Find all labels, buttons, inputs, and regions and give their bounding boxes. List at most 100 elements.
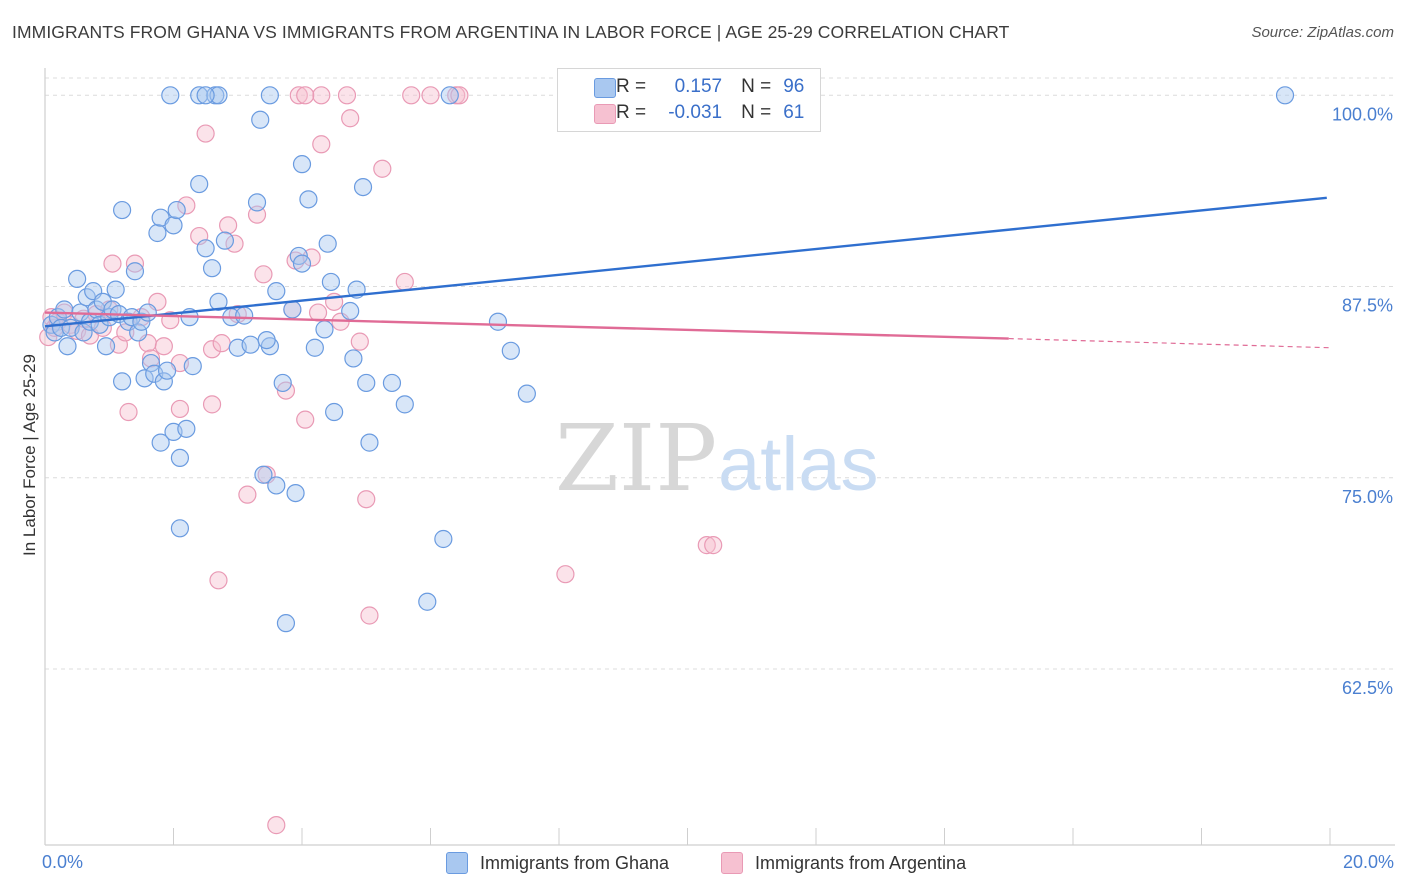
legend-swatch-argentina: [721, 852, 743, 874]
argentina-point: [337, 86, 357, 105]
ghana-point: [141, 353, 161, 373]
argentina-point: [697, 536, 716, 555]
ghana-point: [190, 86, 209, 105]
ghana-point: [247, 193, 267, 212]
ghana-point: [395, 395, 414, 414]
ghana-point: [161, 86, 180, 105]
ghana-trend-line: [44, 196, 1327, 328]
ghana-point: [257, 331, 276, 350]
ghana-point: [74, 323, 93, 342]
argentina-point: [360, 606, 379, 625]
argentina-point: [141, 349, 161, 368]
argentina-point: [402, 86, 421, 105]
ghana-point: [315, 320, 334, 339]
argentina-point: [103, 254, 122, 273]
legend-n-value-ghana: 96: [783, 76, 805, 97]
ghana-point: [112, 200, 132, 220]
ghana-point: [55, 300, 74, 319]
ghana-point: [190, 174, 209, 194]
ghana-point: [254, 465, 273, 484]
legend-item-argentina[interactable]: Immigrants from Argentina: [721, 852, 966, 874]
ghana-point: [325, 402, 344, 422]
argentina-point: [119, 402, 138, 422]
legend-swatch-argentina: [594, 104, 616, 124]
ghana-point: [151, 433, 170, 452]
legend-r-value-ghana: 0.157: [674, 76, 723, 97]
ghana-point: [215, 231, 234, 250]
ghana-point: [292, 155, 312, 174]
ghana-point: [235, 306, 254, 325]
argentina-point: [254, 265, 273, 284]
trend-lines: [44, 196, 1331, 349]
legend-r-value-argentina: -0.031: [668, 102, 723, 123]
argentina-point: [212, 334, 231, 353]
ghana-point: [418, 592, 437, 611]
argentina-point: [209, 571, 228, 590]
ghana-point: [434, 529, 453, 549]
ghana-point: [382, 373, 402, 393]
argentina-point: [267, 816, 286, 835]
ghana-point: [209, 292, 228, 311]
legend-row-ghana: R = 0.157 N = 96: [594, 74, 805, 100]
y-tick-label: 75.0%: [1342, 487, 1393, 507]
y-axis-label: In Labor Force | Age 25-29: [20, 354, 39, 556]
argentina-point: [556, 565, 575, 584]
argentina-point: [219, 216, 238, 235]
axes: [44, 68, 1395, 846]
argentina-point: [308, 303, 328, 322]
y-tick-labels: 62.5% 75.0% 87.5% 100.0%: [1332, 104, 1393, 698]
y-tick-label: 87.5%: [1342, 296, 1393, 316]
ghana-point: [321, 272, 341, 292]
ghana-point: [241, 335, 260, 354]
argentina-point: [196, 124, 215, 143]
argentina-point: [296, 86, 315, 105]
argentina-point: [289, 86, 308, 105]
ghana-point: [209, 86, 228, 105]
argentina-point: [357, 490, 376, 509]
ghana-point: [68, 269, 87, 288]
ghana-point: [318, 234, 337, 253]
ghana-point: [167, 200, 186, 220]
argentina-point: [125, 254, 145, 273]
watermark: ZIP atlas: [555, 405, 879, 512]
ghana-point: [273, 373, 292, 393]
ghana-point: [164, 216, 183, 235]
legend-item-ghana[interactable]: Immigrants from Ghana: [446, 852, 669, 874]
ghana-point: [202, 259, 222, 278]
argentina-point: [341, 109, 360, 128]
ghana-point: [276, 614, 296, 633]
ghana-point: [251, 110, 270, 129]
legend-label-ghana: Immigrants from Ghana: [480, 852, 670, 873]
argentina-point: [296, 410, 315, 429]
legend-row-argentina: R = -0.031 N = 61: [594, 100, 805, 126]
ghana-points: [42, 86, 1295, 633]
x-tick-min: 0.0%: [42, 852, 84, 872]
legend-n-value-argentina: 61: [783, 102, 805, 123]
ghana-point: [267, 282, 286, 301]
ghana-point: [170, 448, 190, 468]
ghana-point: [1275, 86, 1295, 105]
x-tick-max: 20.0%: [1342, 852, 1394, 872]
ghana-point: [93, 292, 112, 311]
argentina-point: [202, 395, 222, 414]
ghana-point: [267, 476, 286, 495]
legend-label-argentina: Immigrants from Argentina: [755, 852, 967, 873]
ghana-point: [360, 433, 379, 452]
ghana-point: [344, 349, 363, 368]
ghana-point: [353, 178, 373, 197]
argentina-trend-extension: [1008, 337, 1331, 349]
argentina-point: [350, 332, 369, 351]
chart-title: IMMIGRANTS FROM GHANA VS IMMIGRANTS FROM…: [12, 22, 1010, 42]
legend-r-label: R =: [616, 102, 647, 123]
ghana-point: [58, 337, 77, 356]
argentina-point: [154, 337, 173, 356]
ghana-point: [517, 384, 536, 403]
ghana-point: [154, 372, 173, 391]
ghana-point: [305, 338, 324, 357]
ghana-point: [157, 361, 177, 380]
ghana-point: [440, 86, 459, 105]
legend-swatch-ghana: [446, 852, 468, 874]
argentina-point: [421, 86, 440, 105]
ghana-point: [299, 190, 318, 209]
ghana-point: [96, 337, 116, 356]
